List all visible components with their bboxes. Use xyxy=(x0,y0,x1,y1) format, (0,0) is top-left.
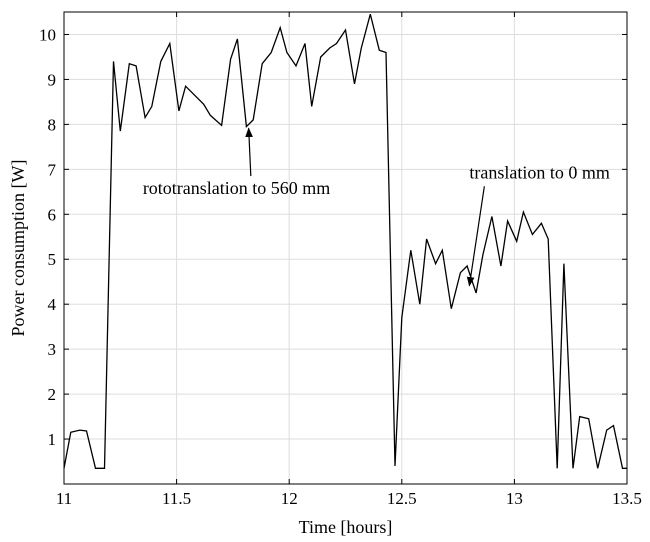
annotation-label: rototranslation to 560 mm xyxy=(143,178,330,198)
y-tick-label: 5 xyxy=(48,250,57,269)
annotation-label: translation to 0 mm xyxy=(469,162,609,182)
x-tick-label: 11.5 xyxy=(162,489,191,508)
axes-box xyxy=(63,11,628,485)
x-tick-label: 13 xyxy=(506,489,523,508)
x-tick-label: 13.5 xyxy=(612,489,642,508)
x-tick-label: 11 xyxy=(56,489,72,508)
y-tick-label: 8 xyxy=(48,115,57,134)
x-axis-label: Time [hours] xyxy=(299,517,393,537)
y-tick-label: 4 xyxy=(48,295,57,314)
annotations: rototranslation to 560 mm translation to … xyxy=(143,127,610,287)
y-tick-label: 9 xyxy=(48,70,57,89)
annotation-arrow xyxy=(466,186,485,287)
y-tick-label: 1 xyxy=(48,430,57,449)
y-tick-label: 2 xyxy=(48,385,57,404)
y-axis-label: Power consumption [W] xyxy=(8,160,28,337)
annotation-arrow xyxy=(245,127,253,177)
series-line xyxy=(63,14,627,469)
x-tick-label: 12 xyxy=(281,489,298,508)
y-tick-label: 3 xyxy=(48,340,57,359)
y-tick-label: 10 xyxy=(39,25,56,44)
y-tick-label: 7 xyxy=(48,160,57,179)
grid xyxy=(63,12,628,484)
x-tick-label: 12.5 xyxy=(387,489,417,508)
series-layer xyxy=(63,14,627,469)
y-tick-label: 6 xyxy=(48,205,57,224)
